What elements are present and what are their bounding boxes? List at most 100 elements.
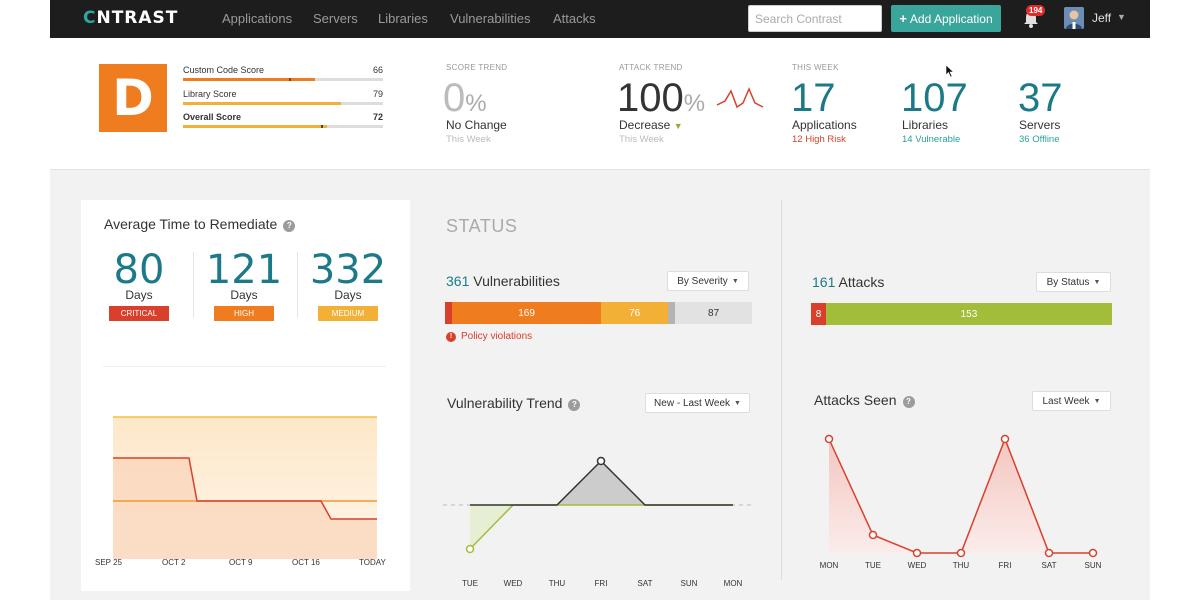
remediation-days-value: 80 (113, 247, 165, 293)
remediation-title: Average Time to Remediate? (104, 216, 296, 232)
nav-libraries[interactable]: Libraries (378, 11, 428, 26)
data-point[interactable] (1000, 434, 1010, 444)
caret-down-icon: ▼ (734, 399, 741, 407)
data-point[interactable] (912, 548, 922, 558)
score-value: 66 (372, 65, 383, 75)
remediation-days-value: 121 (205, 247, 283, 293)
bar-segment[interactable] (668, 302, 676, 324)
medium-remediation: 332 Days MEDIUM (303, 250, 393, 321)
x-tick-label: TUE (865, 561, 881, 570)
x-tick-label: SEP 25 (95, 558, 123, 567)
new-series-line (469, 504, 733, 550)
data-point[interactable] (1044, 548, 1054, 558)
nav-applications[interactable]: Applications (222, 11, 293, 26)
high-area (113, 458, 377, 559)
trend-area-grey (557, 461, 645, 505)
help-icon[interactable]: ? (283, 220, 296, 232)
score-label: Custom Code Score (183, 65, 265, 75)
nav-attacks[interactable]: Attacks (553, 11, 596, 26)
x-tick-label: SUN (1085, 561, 1102, 570)
help-icon[interactable]: ? (902, 396, 915, 408)
notification-badge: 194 (1026, 5, 1046, 16)
bar-segment[interactable]: 169 (452, 302, 602, 324)
x-tick-label: WED (504, 579, 523, 588)
data-point[interactable] (824, 434, 834, 444)
dropdown-label: By Status (1046, 276, 1090, 288)
contrast-logo[interactable]: CNTRAST (83, 8, 178, 28)
x-tick-label: SAT (1042, 561, 1057, 570)
offline-servers-link[interactable]: 36 Offline (1019, 134, 1060, 145)
vulnerability-trend-chart: TUE WED THU FRI SAT SUN MON (443, 456, 753, 588)
attack-trend-caption: ATTACK TREND (619, 63, 683, 72)
x-tick-label: OCT 16 (292, 558, 320, 567)
applications-count[interactable]: 17 (791, 76, 836, 120)
score-bar (183, 125, 383, 128)
attacks-title: 161 Attacks (812, 274, 884, 290)
vulnerable-libraries-link[interactable]: 14 Vulnerable (902, 134, 961, 145)
bar-segment[interactable] (445, 302, 453, 324)
attack-trend-label-text: Decrease (619, 118, 671, 132)
vulnerabilities-title: 361 Vulnerabilities (446, 273, 560, 289)
score-bar-fill (183, 125, 327, 128)
policy-violations-link[interactable]: ! Policy violations (446, 331, 532, 342)
dashboard-frame: CNTRAST Applications Servers Libraries V… (50, 0, 1150, 600)
user-name[interactable]: Jeff (1092, 11, 1112, 25)
caret-down-icon: ▼ (731, 277, 739, 285)
divider (297, 252, 298, 318)
bar-segment[interactable]: 153 (825, 303, 1112, 325)
help-icon[interactable]: ? (568, 399, 581, 411)
vulnerabilities-bar[interactable]: 169 76 87 (445, 302, 752, 324)
nav-servers[interactable]: Servers (313, 11, 358, 26)
by-severity-dropdown[interactable]: By Severity ▼ (667, 271, 749, 291)
bar-segment[interactable]: 8 (811, 303, 826, 325)
x-tick-label: THU (549, 579, 566, 588)
libraries-count[interactable]: 107 (901, 76, 968, 120)
data-point[interactable] (596, 456, 606, 466)
vulnerabilities-count[interactable]: 361 (446, 273, 470, 289)
attacks-seen-range-dropdown[interactable]: Last Week ▼ (1032, 391, 1111, 411)
logo-mark: C (83, 8, 97, 28)
bar-segment[interactable]: 76 (601, 302, 669, 324)
user-photo-icon (1064, 7, 1084, 29)
attack-trend-value: 100% (617, 78, 705, 124)
bar-segment[interactable]: 87 (675, 302, 752, 324)
remediation-title-text: Average Time to Remediate (104, 216, 278, 232)
nav-vulnerabilities[interactable]: Vulnerabilities (450, 11, 531, 26)
dropdown-label: New - Last Week (654, 397, 730, 409)
data-point[interactable] (1088, 548, 1098, 558)
x-tick-label: OCT 2 (162, 558, 186, 567)
grade-badge[interactable]: D (99, 64, 167, 132)
attack-trend-label: Decrease ▼ (619, 118, 683, 132)
x-tick-label: TODAY (359, 558, 386, 567)
critical-remediation: 80 Days CRITICAL (94, 250, 184, 321)
by-status-dropdown[interactable]: By Status ▼ (1036, 272, 1111, 292)
score-value: 72 (372, 112, 383, 122)
data-point[interactable] (868, 530, 878, 540)
x-tick-label: SUN (681, 579, 698, 588)
score-label: Overall Score (183, 112, 242, 122)
chevron-down-icon[interactable]: ▼ (1117, 12, 1126, 22)
attacks-seen-chart: MON TUE WED THU FRI SAT SUN (820, 434, 1102, 570)
search-input[interactable] (748, 5, 882, 32)
column-divider (781, 200, 782, 580)
critical-line (113, 457, 377, 520)
libraries-label: Libraries (902, 118, 949, 132)
days-unit: Days (230, 288, 258, 302)
dropdown-label: Last Week (1042, 395, 1090, 407)
vuln-trend-range-dropdown[interactable]: New - Last Week ▼ (645, 393, 750, 413)
high-risk-link[interactable]: 12 High Risk (792, 134, 846, 145)
x-tick-label: MON (820, 561, 839, 570)
attacks-label: Attacks (838, 274, 885, 290)
data-point[interactable] (956, 548, 966, 558)
remediation-chart: SEP 25 OCT 2 OCT 9 OCT 16 TODAY (95, 416, 386, 567)
x-tick-label: FRI (999, 561, 1012, 570)
score-trend-sub: This Week (446, 134, 491, 145)
score-bar (183, 102, 383, 105)
avatar[interactable] (1064, 7, 1084, 29)
attacks-count[interactable]: 161 (812, 274, 836, 290)
attacks-bar[interactable]: 8 153 (811, 303, 1112, 325)
add-application-button[interactable]: + Add Application (891, 5, 1001, 32)
data-point[interactable] (465, 544, 475, 554)
x-tick-label: WED (908, 561, 927, 570)
servers-count[interactable]: 37 (1018, 76, 1063, 120)
